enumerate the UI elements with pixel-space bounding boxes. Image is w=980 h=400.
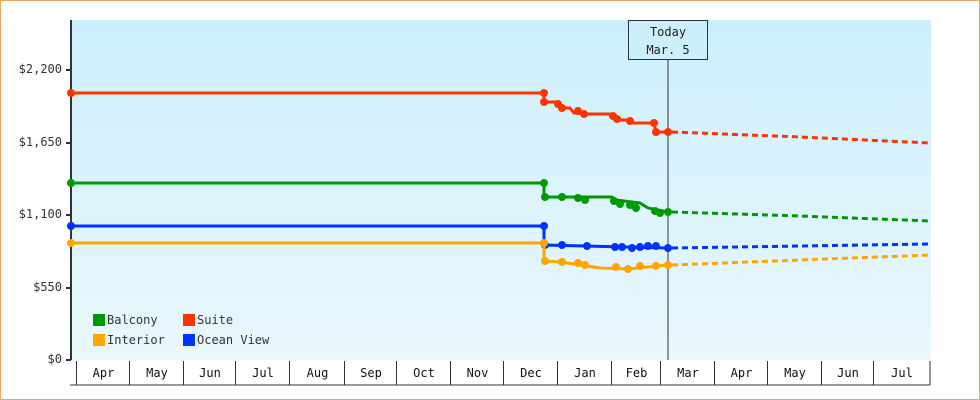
legend-swatch xyxy=(183,314,195,326)
x-tick-label: Jul xyxy=(235,361,290,385)
x-tick-label: Jun xyxy=(821,361,874,385)
legend-label: Ocean View xyxy=(197,333,270,347)
today-annotation: Today Mar. 5 xyxy=(628,20,708,60)
y-tick-label: $2,200 xyxy=(18,62,62,76)
x-tick-label: Nov xyxy=(450,361,504,385)
y-tick-label: $1,100 xyxy=(18,207,62,221)
today-label: Today xyxy=(649,25,687,39)
y-tick-label: $1,650 xyxy=(18,135,62,149)
legend-item-interior: Interior xyxy=(93,333,165,347)
series-balcony xyxy=(67,179,931,223)
series-interior xyxy=(67,239,931,273)
today-date: Mar. 5 xyxy=(646,43,690,57)
legend-swatch xyxy=(93,314,105,326)
x-tick-label: Feb xyxy=(611,361,661,385)
series-ocean-view xyxy=(67,222,931,252)
x-tick-label: Aug xyxy=(289,361,345,385)
legend-label: Suite xyxy=(197,313,234,327)
legend-label: Interior xyxy=(107,333,165,347)
x-tick-label: Jul xyxy=(873,361,930,385)
x-tick-label: Mar xyxy=(660,361,715,385)
x-tick-label: Sep xyxy=(344,361,397,385)
legend-item-suite: Suite xyxy=(183,313,233,327)
x-tick-label: Jan xyxy=(557,361,612,385)
legend-item-ocean-view: Ocean View xyxy=(183,333,269,347)
series-suite xyxy=(67,89,931,145)
legend-label: Balcony xyxy=(107,313,158,327)
legend-item-balcony: Balcony xyxy=(93,313,158,327)
x-tick-label: Dec xyxy=(503,361,558,385)
x-tick-label: Apr xyxy=(714,361,768,385)
x-tick-label: May xyxy=(129,361,184,385)
x-tick-label: Apr xyxy=(76,361,130,385)
y-tick-label: $0 xyxy=(47,352,62,366)
plot-area xyxy=(71,20,931,360)
x-tick-label: Jun xyxy=(183,361,236,385)
x-tick-label: May xyxy=(767,361,822,385)
legend-swatch xyxy=(93,334,105,346)
y-tick-label: $550 xyxy=(33,280,62,294)
x-tick-label: Oct xyxy=(396,361,451,385)
legend-swatch xyxy=(183,334,195,346)
